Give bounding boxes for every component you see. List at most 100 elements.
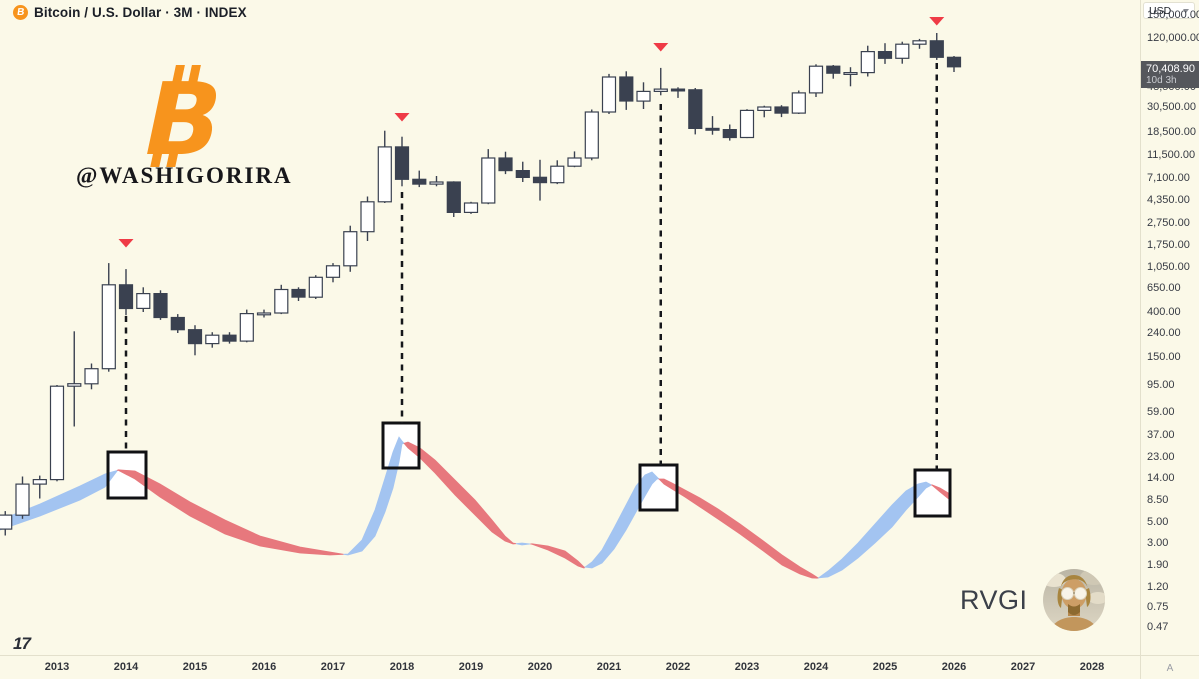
currency-toggle-button[interactable]: USD (1143, 2, 1195, 19)
last-price-value: 70,408.90 (1146, 63, 1195, 75)
candle-up (791, 92, 806, 114)
candle-up (274, 288, 289, 314)
time-axis-label: 2026 (941, 661, 967, 673)
price-axis-label: 1.20 (1147, 580, 1169, 593)
candle-up (256, 312, 272, 316)
candle-down (532, 176, 548, 184)
candle-up (567, 157, 582, 167)
candle-down (670, 88, 686, 92)
price-axis-label: 4,350.00 (1147, 193, 1190, 206)
rvgi-ribbon-segment-down (403, 441, 517, 545)
crossover-boxes (106, 421, 952, 518)
currency-label: USD (1149, 4, 1172, 17)
price-axis-label: 650.00 (1147, 281, 1181, 294)
tradingview-logo[interactable]: 17 (13, 634, 31, 653)
time-axis-label: 2024 (803, 661, 829, 673)
triangle-down-marker (118, 239, 134, 248)
time-axis[interactable]: A 2013 2014 2015 2016 2017 2018 2019 2020 2021 20… (0, 655, 1199, 679)
top-markers (118, 17, 945, 248)
candle-up (653, 88, 668, 92)
price-axis-label: 30,500.00 (1147, 100, 1196, 113)
indicator-label: RVGI (960, 584, 1028, 615)
time-axis-label: 2019 (458, 661, 484, 673)
candle-up (49, 385, 65, 481)
bitcoin-watermark-logo: B (133, 61, 234, 174)
price-axis-label: 150,000.00 (1147, 8, 1199, 21)
price-axis-label: 14.00 (1147, 471, 1175, 484)
price-axis-label: 5.00 (1147, 515, 1169, 528)
rvgi-ribbon-segment-up (343, 436, 405, 556)
time-axis-label: 2025 (872, 661, 898, 673)
price-axis-label: 23.00 (1147, 450, 1175, 463)
candle-up (481, 157, 496, 204)
avatar-glasses-right (1073, 587, 1087, 600)
time-axis-label: 2020 (527, 661, 553, 673)
time-axis-label: 2015 (182, 661, 208, 673)
candle-down (515, 170, 530, 179)
bitcoin-prong (166, 151, 179, 167)
rvgi-ribbon-segment-down (116, 469, 344, 556)
time-axis-label: 2022 (665, 661, 691, 673)
candle-down (774, 106, 789, 114)
crossover-box (638, 463, 679, 512)
candle-up (377, 146, 392, 203)
price-axis[interactable]: USD 150,000.00120,000.0048,500.0030,500.… (1141, 0, 1199, 655)
candle-down (722, 129, 737, 139)
candle-down (153, 293, 168, 319)
candle-down (187, 329, 203, 345)
price-axis-label: 0.75 (1147, 600, 1169, 613)
price-axis-label: 240.00 (1147, 326, 1181, 339)
price-axis-label: 59.00 (1147, 405, 1175, 418)
triangle-down-marker (653, 43, 669, 52)
avatar-beard (1067, 604, 1080, 615)
price-axis-label: 1,750.00 (1147, 238, 1190, 251)
candle-down (446, 181, 461, 213)
candle-up (584, 111, 599, 159)
bar-countdown: 10d 3h (1146, 75, 1177, 86)
crossover-box-fills (108, 423, 950, 516)
price-axis-label: 18,500.00 (1147, 125, 1196, 138)
indicator-signature: RVGI (960, 568, 1106, 632)
candle-down (394, 146, 410, 180)
price-axis-label: 400.00 (1147, 305, 1181, 318)
axis-separator-vertical (1140, 0, 1141, 679)
crossover-box (913, 468, 952, 518)
symbol-title[interactable]: Bitcoin / U.S. Dollar · 3M · INDEX (34, 5, 247, 20)
candle-up (15, 483, 30, 516)
time-axis-label: 2027 (1010, 661, 1036, 673)
avatar-face (1061, 579, 1087, 609)
rvgi-ribbon-segment-down (658, 478, 820, 579)
candle-up (463, 202, 479, 213)
candle-up (757, 106, 772, 112)
crossover-box (106, 450, 148, 500)
candle-down (222, 334, 237, 342)
chart-canvas[interactable] (0, 0, 1140, 655)
candles-layer (0, 33, 962, 536)
candle-down (946, 56, 962, 68)
candle-up (429, 181, 444, 185)
time-axis-label: 2021 (596, 661, 622, 673)
triangle-down-marker (394, 113, 410, 122)
time-axis-label: 2017 (320, 661, 346, 673)
candle-up (136, 293, 151, 310)
time-axis-label: 2023 (734, 661, 760, 673)
bitcoin-prong (172, 65, 185, 82)
candle-down (929, 40, 944, 58)
price-axis-label: 37.00 (1147, 428, 1175, 441)
price-axis-label: 8.50 (1147, 493, 1169, 506)
auto-scale-button[interactable]: A (1166, 662, 1174, 674)
price-axis-label: 120,000.00 (1147, 31, 1199, 44)
candle-up (84, 368, 99, 385)
price-axis-label: 1,050.00 (1147, 260, 1190, 273)
bitcoin-icon-glyph: B (16, 6, 25, 18)
price-axis-label: 7,100.00 (1147, 171, 1190, 184)
price-axis-label: 95.00 (1147, 378, 1175, 391)
time-axis-label: 2013 (44, 661, 70, 673)
bitcoin-prong (150, 151, 163, 167)
triangle-down-marker (929, 17, 945, 26)
avatar-shoulders (1049, 617, 1098, 631)
candle-down (498, 157, 513, 172)
price-axis-label: 0.47 (1147, 620, 1169, 633)
candle-up (32, 479, 47, 485)
candle-up (739, 109, 755, 139)
